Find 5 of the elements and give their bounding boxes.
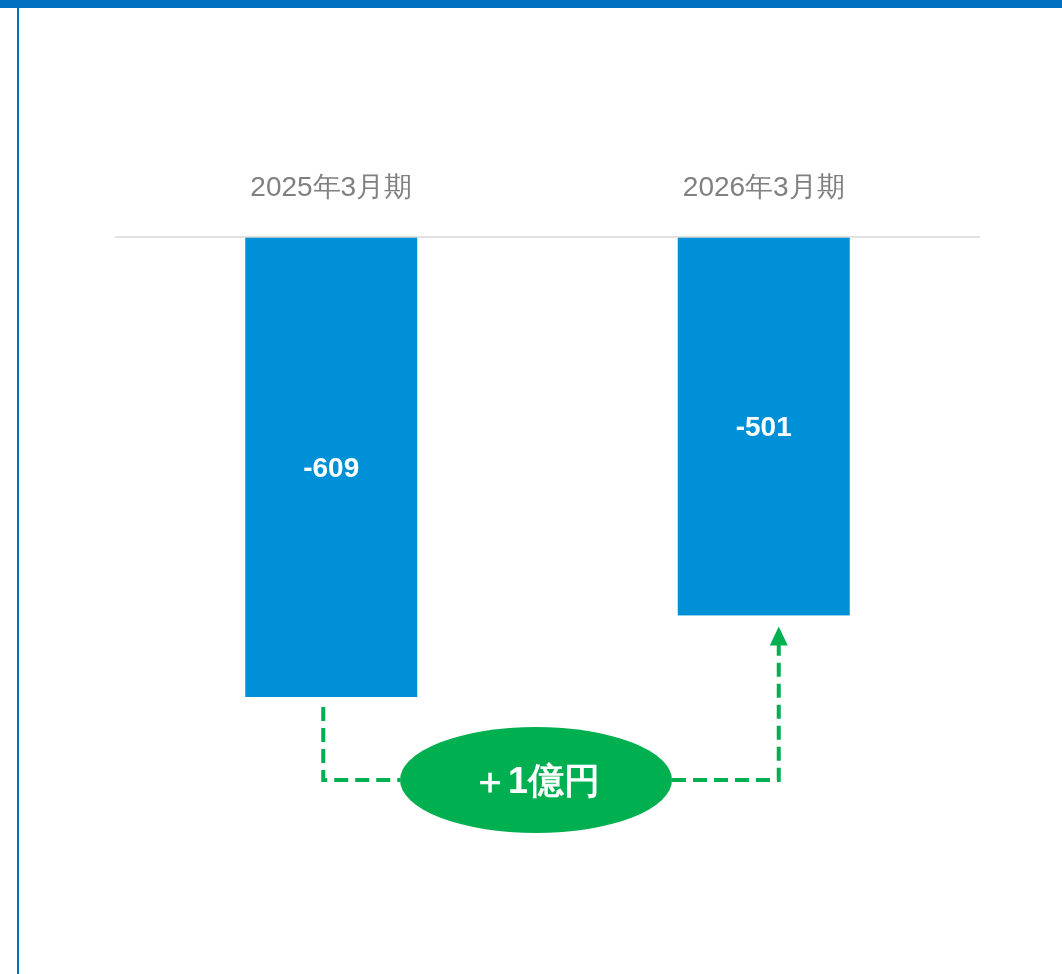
data-label: -501 bbox=[735, 411, 792, 443]
x-tick-label: 2026年3月期 bbox=[682, 171, 845, 202]
x-tick-label: 2025年3月期 bbox=[250, 171, 413, 202]
text: ＋1億円 bbox=[471, 760, 601, 801]
data-label: -609 bbox=[303, 452, 360, 483]
